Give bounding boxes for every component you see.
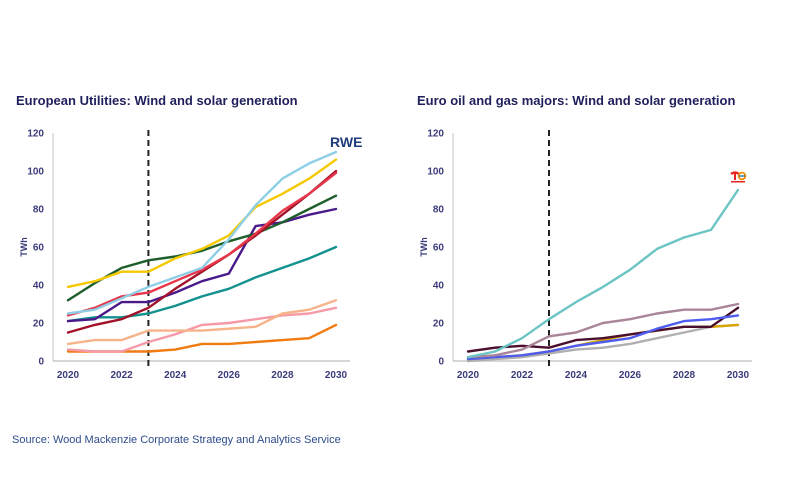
series-line-dark-red (66, 169, 338, 334)
y-tick-label: 120 (427, 129, 444, 140)
x-tick-label: 2028 (271, 370, 294, 381)
source-note: Source: Wood Mackenzie Corporate Strateg… (12, 434, 341, 446)
series-line-red (66, 171, 338, 317)
x-tick-label: 2020 (57, 370, 80, 381)
y-axis-label: TWh (19, 237, 29, 257)
series-line-yellow (66, 158, 338, 289)
y-axis-label: TWh (419, 237, 429, 257)
series-line-mauve (466, 302, 740, 359)
series-line-light-teal (466, 188, 740, 359)
series-line-dark-maroon (466, 306, 740, 353)
series-line-light-blue (66, 150, 338, 315)
y-tick-label: 120 (27, 129, 44, 140)
series-line-orange (66, 323, 338, 353)
series-line-grey (466, 323, 740, 363)
y-tick-label: 100 (427, 167, 444, 178)
series-line-peach (66, 299, 338, 346)
totalenergies-logo (730, 171, 747, 183)
x-tick-label: 2030 (727, 370, 750, 381)
rwe-logo: RWE (330, 134, 362, 150)
x-tick-label: 2020 (457, 370, 480, 381)
y-tick-label: 80 (433, 205, 445, 216)
y-tick-label: 0 (38, 357, 44, 368)
x-tick-label: 2028 (673, 370, 696, 381)
logo-e-ring (737, 171, 747, 181)
logo-t-stroke (730, 171, 740, 175)
x-tick-label: 2024 (164, 370, 187, 381)
x-tick-label: 2026 (218, 370, 241, 381)
series-line-teal (66, 245, 338, 323)
y-tick-label: 20 (433, 319, 445, 330)
y-tick-label: 100 (27, 167, 44, 178)
y-tick-label: 0 (438, 357, 444, 368)
y-tick-label: 20 (33, 319, 45, 330)
y-tick-label: 60 (33, 243, 45, 254)
series-line-dark-green (66, 194, 338, 302)
series-line-pink (66, 306, 338, 353)
x-tick-label: 2030 (325, 370, 348, 381)
chart-oil-gas-majors: 0 20 40 60 80 100 120 2020 2022 2024 2026 2028 2030 T… (419, 129, 752, 381)
x-tick-label: 2022 (110, 370, 133, 381)
x-tick-label: 2024 (565, 370, 588, 381)
y-tick-label: 40 (433, 281, 445, 292)
right-chart-title: Euro oil and gas majors: Wind and solar … (417, 93, 736, 108)
chart-european-utilities: 0 20 40 60 80 100 120 2020 2022 2024 2026 2028 2030 T… (19, 129, 362, 382)
x-tick-label: 2026 (619, 370, 642, 381)
logo-wordmark (731, 181, 745, 183)
x-tick-label: 2022 (511, 370, 534, 381)
series-line-purple (66, 207, 338, 323)
y-tick-label: 60 (433, 243, 445, 254)
y-tick-label: 40 (33, 281, 45, 292)
y-tick-label: 80 (33, 205, 45, 216)
series-line-blue (466, 314, 740, 361)
left-chart-title: European Utilities: Wind and solar gener… (16, 93, 298, 108)
